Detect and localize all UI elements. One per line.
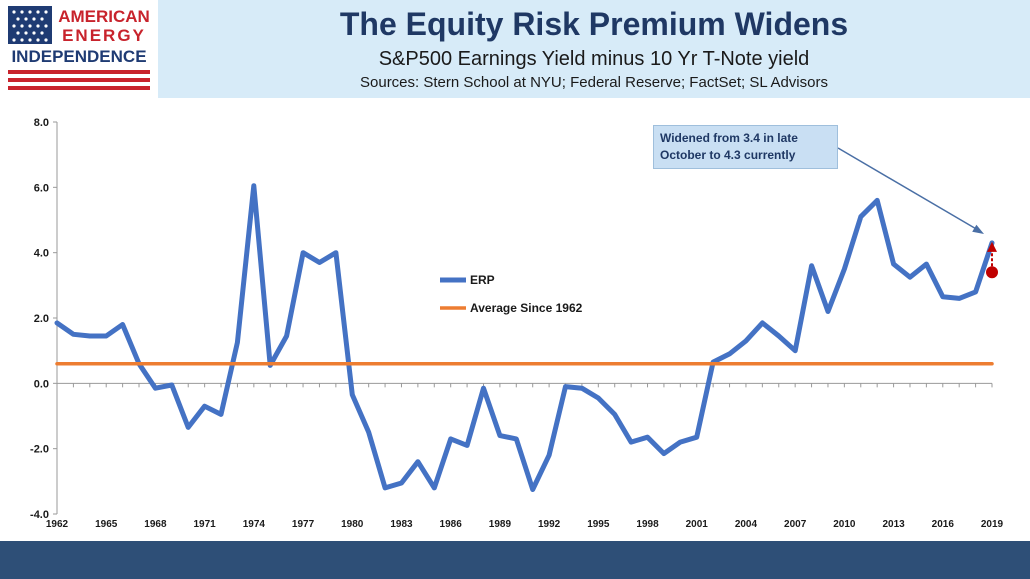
legend-average-label: Average Since 1962 <box>470 301 583 315</box>
callout-pointer-line <box>837 147 979 231</box>
x-tick-label: 1989 <box>489 519 512 530</box>
header-banner: The Equity Risk Premium Widens S&P500 Ea… <box>158 0 1030 98</box>
legend-erp-label: ERP <box>470 273 495 287</box>
x-tick-label: 1992 <box>538 519 561 530</box>
y-tick-label: 6.0 <box>34 182 49 194</box>
page-subtitle: S&P500 Earnings Yield minus 10 Yr T-Note… <box>378 48 810 70</box>
logo: AMERICAN ENERGY INDEPENDENCE <box>0 0 158 98</box>
x-tick-label: 1995 <box>587 519 610 530</box>
footer-bar <box>0 541 1030 579</box>
flag-stars <box>12 10 48 42</box>
logo-stripe <box>8 86 150 90</box>
x-tick-label: 1980 <box>341 519 364 530</box>
y-tick-label: -4.0 <box>30 509 49 521</box>
x-tick-label: 1977 <box>292 519 315 530</box>
widening-arrow-head <box>987 241 997 252</box>
x-tick-label: 1968 <box>144 519 167 530</box>
y-tick-label: 0.0 <box>34 378 49 390</box>
x-tick-label: 2013 <box>882 519 905 530</box>
logo-word-independence: INDEPENDENCE <box>11 47 146 66</box>
logo-word-energy: ENERGY <box>62 26 146 45</box>
x-tick-label: 1974 <box>243 519 266 530</box>
x-tick-label: 2019 <box>981 519 1004 530</box>
y-tick-label: 4.0 <box>34 248 49 260</box>
x-tick-label: 1965 <box>95 519 118 530</box>
x-tick-label: 2001 <box>686 519 709 530</box>
logo-stripe <box>8 70 150 74</box>
y-tick-label: 2.0 <box>34 313 49 325</box>
x-tick-label: 1971 <box>194 519 217 530</box>
y-tick-label: 8.0 <box>34 117 49 129</box>
late-october-marker <box>986 266 998 279</box>
x-tick-label: 1983 <box>390 519 413 530</box>
sources-line: Sources: Stern School at NYU; Federal Re… <box>360 74 828 91</box>
callout-pointer-head <box>972 224 984 234</box>
x-tick-label: 1962 <box>46 519 69 530</box>
x-tick-label: 2016 <box>932 519 955 530</box>
logo-word-american: AMERICAN <box>58 7 150 26</box>
page-title: The Equity Risk Premium Widens <box>339 6 849 42</box>
x-tick-label: 2010 <box>833 519 856 530</box>
annotation-callout: Widened from 3.4 in late October to 4.3 … <box>653 125 838 169</box>
x-tick-label: 1986 <box>440 519 463 530</box>
x-tick-label: 2004 <box>735 519 758 530</box>
x-tick-label: 1998 <box>636 519 659 530</box>
logo-stripe <box>8 78 150 82</box>
erp-series-line <box>54 183 995 492</box>
x-tick-label: 2007 <box>784 519 807 530</box>
logo-graphic: AMERICAN ENERGY INDEPENDENCE <box>8 6 150 90</box>
y-tick-label: -2.0 <box>30 444 49 456</box>
